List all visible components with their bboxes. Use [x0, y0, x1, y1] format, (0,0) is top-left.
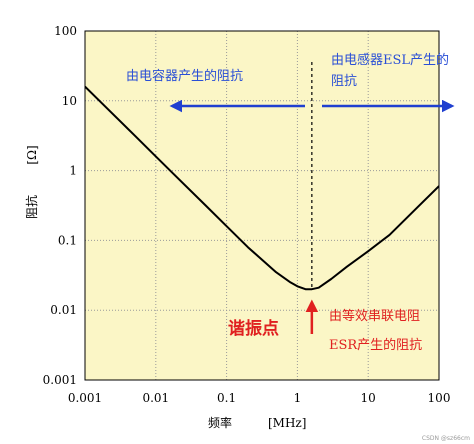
x-axis-unit: [MHz]	[268, 416, 306, 430]
inductor-region-label-line2: 阻抗	[331, 74, 357, 89]
y-axis-unit: [Ω]	[25, 145, 39, 164]
capacitor-region-label: 由电容器产生的阻抗	[126, 68, 243, 84]
plot-area	[85, 31, 439, 380]
y-axis-label: 阻抗	[24, 195, 39, 219]
watermark: CSDN @sz66cm	[422, 435, 470, 442]
y-tick-label: 0.001	[43, 373, 77, 387]
x-tick-label: 10	[361, 391, 376, 405]
esr-label-line1: 由等效串联电阻	[329, 308, 420, 324]
impedance-curve	[85, 85, 439, 291]
resonance-point-label: 谐振点	[228, 318, 279, 339]
x-tick-label: 0.01	[142, 391, 169, 405]
x-axis-label: 频率	[208, 415, 232, 430]
y-tick-label: 0.01	[50, 303, 77, 317]
esr-label-line2: ESR产生的阻抗	[329, 337, 422, 353]
x-tick-label: 0.1	[217, 391, 236, 405]
y-tick-label: 0.1	[58, 233, 77, 247]
y-tick-label: 1	[69, 164, 77, 178]
tick-labels: 0.001 0.01 0.1 1 10 100 100 10 1 0.1 0.01 0.001	[43, 24, 451, 405]
plot-border	[84, 30, 440, 381]
y-tick-label: 100	[54, 24, 77, 38]
y-axis-title: [Ω] 阻抗	[24, 145, 39, 219]
x-tick-label: 0.001	[68, 391, 102, 405]
x-tick-label: 1	[294, 391, 302, 405]
y-tick-label: 10	[62, 94, 77, 108]
inductor-region-label-line1: 由电感器ESL产生的	[331, 52, 449, 68]
curve-layer	[85, 85, 439, 291]
x-tick-label: 100	[428, 391, 451, 405]
